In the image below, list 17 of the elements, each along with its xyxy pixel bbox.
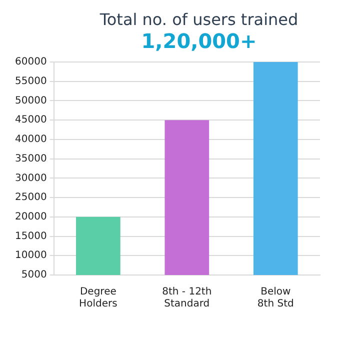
y-tick-label: 5000 xyxy=(21,270,47,281)
x-tick-label: 8th - 12th Standard xyxy=(162,286,212,310)
y-tick-label: 35000 xyxy=(15,153,47,164)
x-tick-label: Below 8th Std xyxy=(257,286,294,310)
y-tick-label: 20000 xyxy=(15,212,47,223)
chart-subtitle: 1,20,000+ xyxy=(140,29,258,53)
y-tick-label: 30000 xyxy=(15,172,47,184)
y-tick-label: 10000 xyxy=(15,250,47,262)
y-tick-label: 50000 xyxy=(15,95,47,106)
y-tick-label: 15000 xyxy=(15,230,47,242)
y-tick-label: 55000 xyxy=(15,76,47,87)
x-tick-label: Degree Holders xyxy=(79,286,118,310)
y-tick-label: 45000 xyxy=(15,114,47,126)
y-tick-label: 40000 xyxy=(15,134,47,146)
chart-title: Total no. of users trained xyxy=(98,10,300,29)
y-tick-label: 25000 xyxy=(15,192,47,204)
y-tick-label: 60000 xyxy=(15,56,47,68)
